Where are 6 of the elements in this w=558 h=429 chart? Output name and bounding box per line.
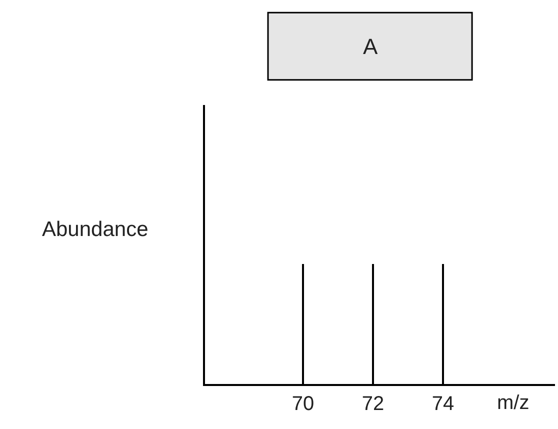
- x-axis-title: m/z: [497, 392, 530, 414]
- chart-title: A: [363, 34, 378, 59]
- x-tick-label: 70: [292, 393, 314, 415]
- x-tick-label: 74: [432, 393, 454, 415]
- y-axis-title: Abundance: [42, 218, 148, 241]
- x-tick-label: 72: [362, 393, 384, 415]
